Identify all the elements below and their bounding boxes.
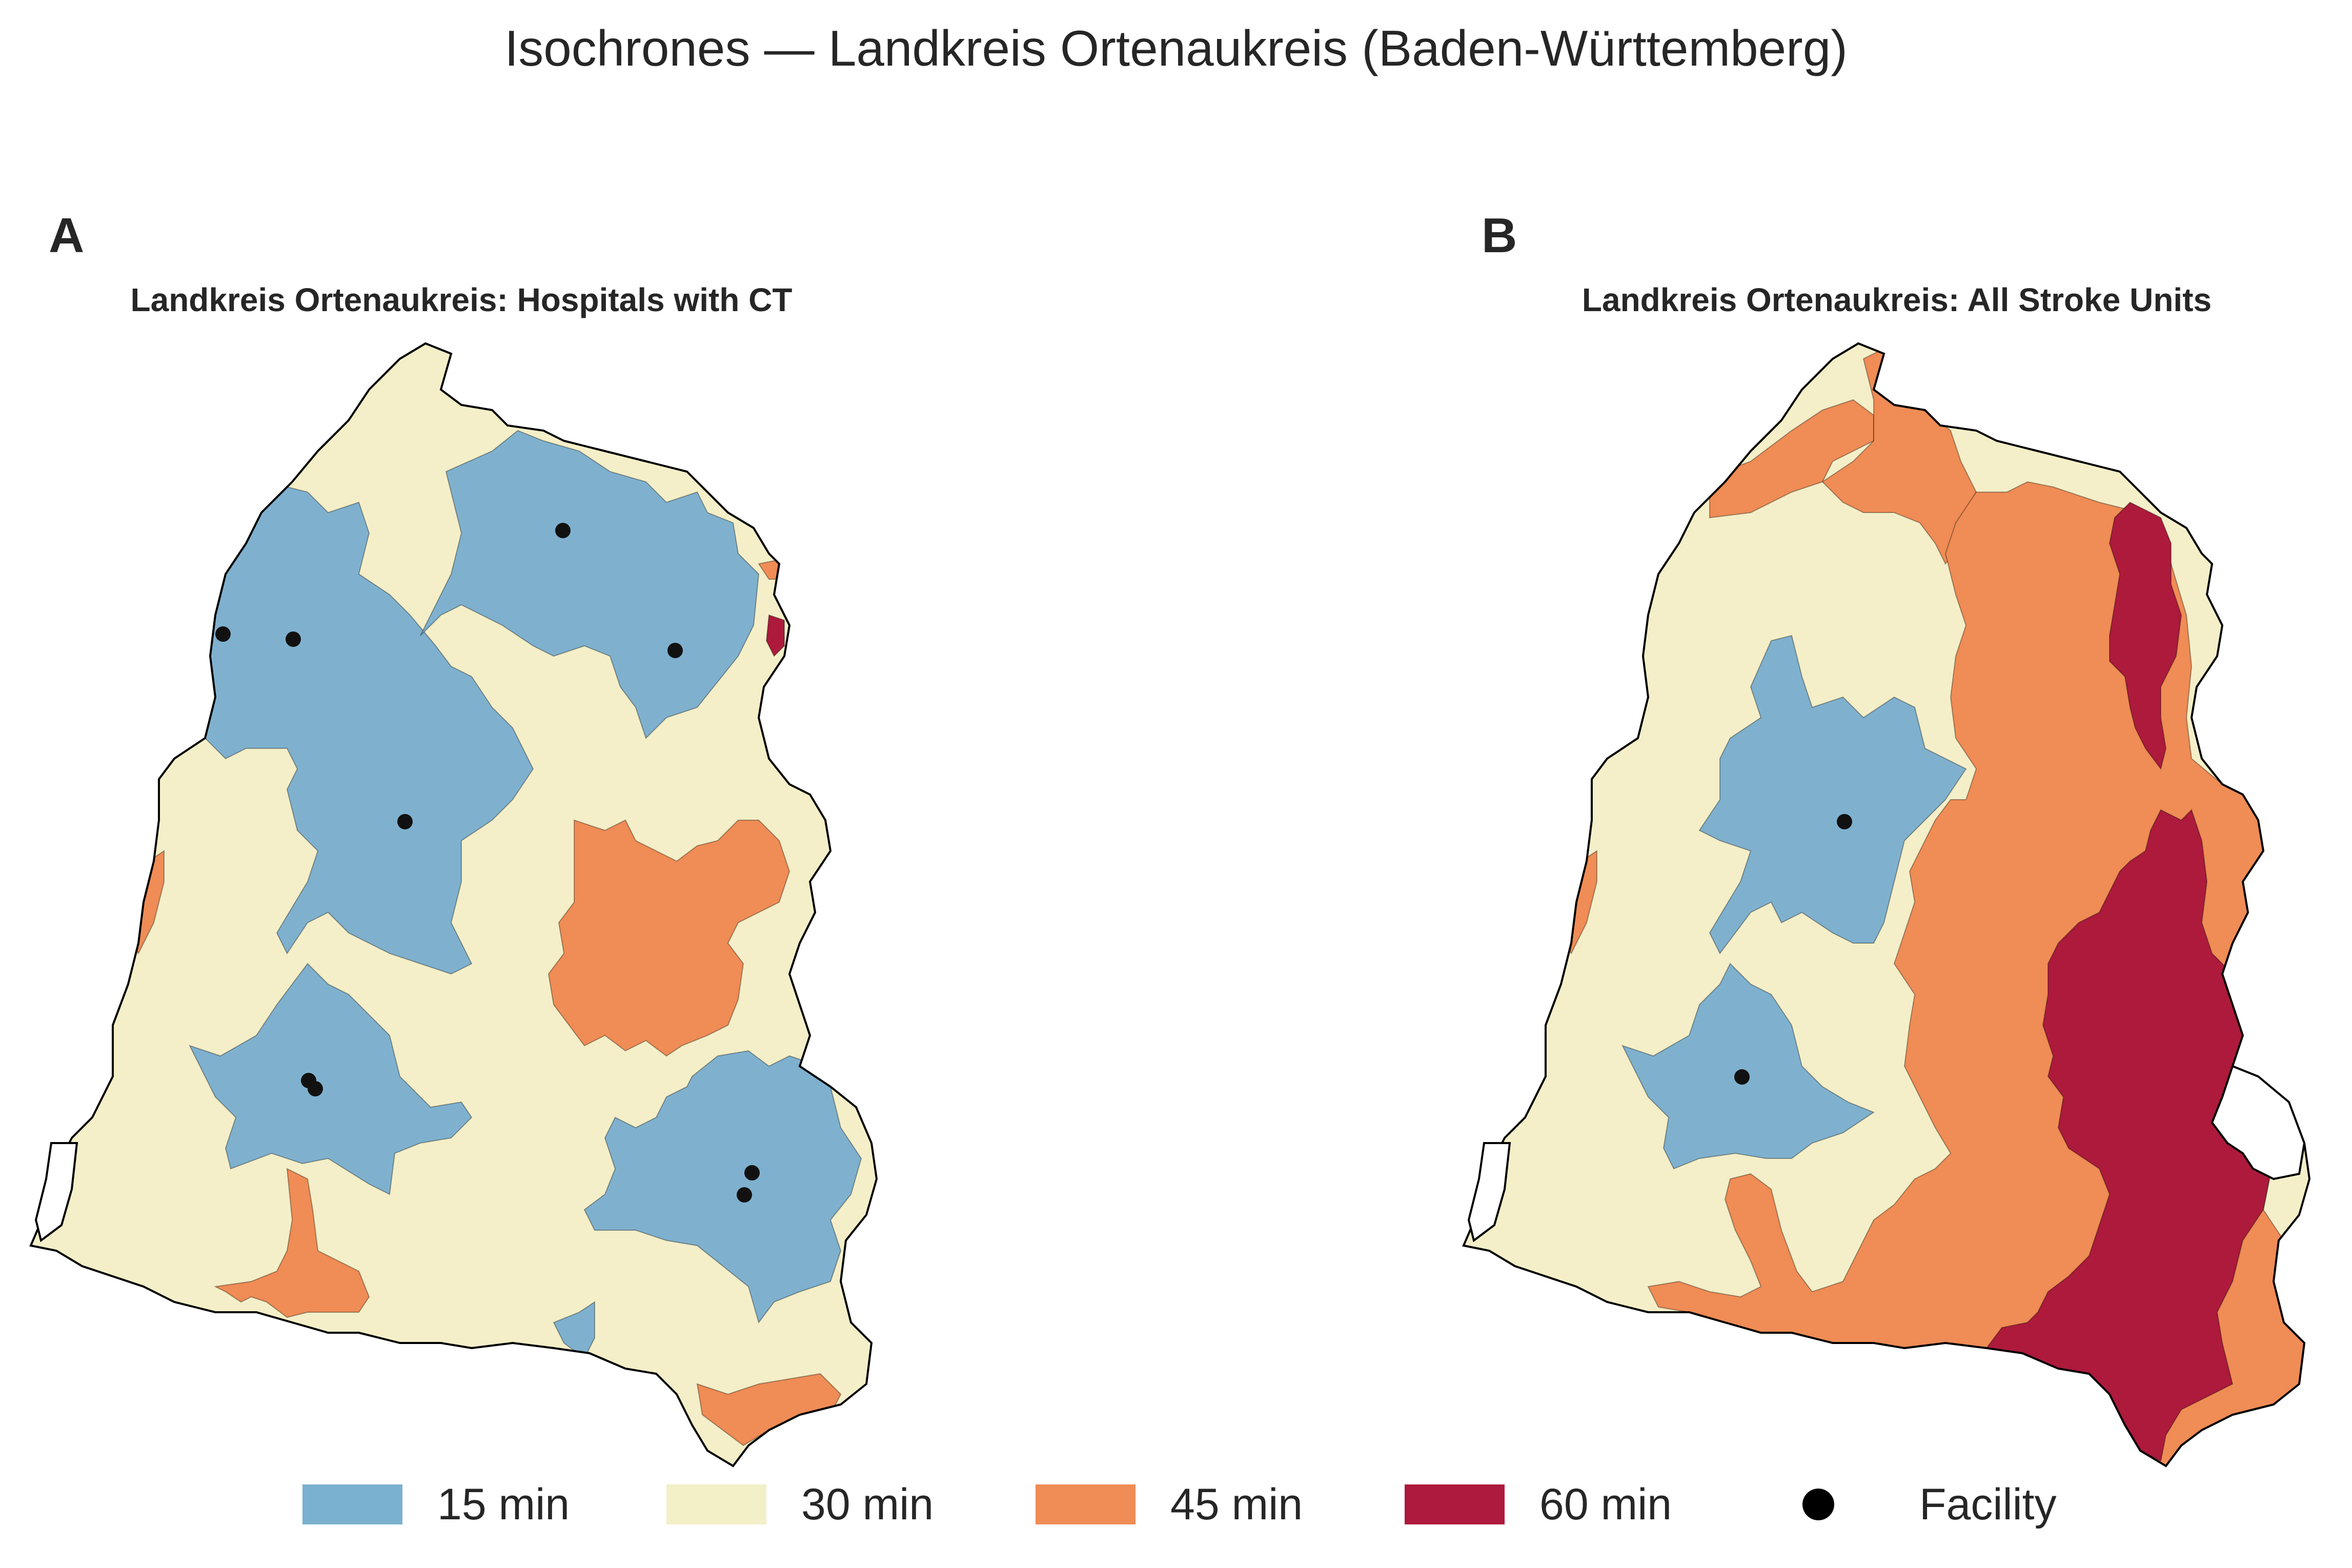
panel-a-zone-15-northwest — [204, 481, 534, 975]
legend-swatch-30 — [666, 1484, 766, 1524]
panel-b-zone-15-south — [1621, 963, 1875, 1170]
panel-a-zone-45-center — [548, 819, 790, 1057]
panel-a-zone-15-northeast — [420, 430, 760, 739]
panel-a-facility-marker — [308, 1081, 323, 1096]
panel-b-facility-marker — [1837, 814, 1852, 829]
panel-a-facility-marker — [397, 814, 413, 829]
panel-a-exclave-hole — [34, 1142, 78, 1243]
panel-a-zone-45-southwest — [213, 1168, 370, 1318]
legend-swatch-45 — [1036, 1484, 1136, 1524]
panel-b-zone-15-north — [1698, 635, 1967, 954]
panel-a-facility-marker — [667, 643, 683, 658]
panel-a-facility-marker — [555, 523, 571, 538]
panel-b-zone-45-northwest — [1709, 399, 1874, 519]
panel-a-title: Landkreis Ortenaukreis: Hospitals with C… — [130, 281, 793, 318]
legend-item-30: 30 min — [666, 1466, 934, 1543]
panel-a-zone-15-small — [553, 1301, 595, 1359]
panel-b-title: Landkreis Ortenaukreis: All Stroke Units — [1581, 281, 2212, 318]
map-panel-b — [1463, 342, 2310, 1467]
legend-item-45: 45 min — [1036, 1466, 1303, 1543]
panel-b-white-area — [2211, 1065, 2306, 1180]
panel-a-facility-markers — [215, 523, 760, 1203]
panel-a-zone-15-south — [189, 963, 473, 1195]
panel-a-letter: A — [49, 208, 85, 263]
legend-swatch-60 — [1405, 1484, 1505, 1524]
panel-a-facility-marker — [286, 632, 301, 647]
panel-a-facility-marker — [215, 626, 231, 642]
legend-label-15: 15 min — [437, 1479, 570, 1529]
panel-b-facility-markers — [1734, 814, 1852, 1085]
legend-swatch-15 — [302, 1484, 402, 1524]
panel-a-zone-15-southeast — [583, 1050, 862, 1324]
panel-a-facility-marker — [737, 1187, 752, 1203]
panel-b-zone-60-northeast — [2108, 501, 2182, 770]
panel-b-exclave-hole — [1467, 1142, 1511, 1243]
panel-a-facility-marker — [744, 1165, 760, 1180]
legend-label-45: 45 min — [1170, 1479, 1303, 1529]
legend-label-facility: Facility — [1919, 1479, 2057, 1529]
panel-b-letter: B — [1482, 208, 1517, 263]
legend-label-30: 30 min — [801, 1479, 934, 1529]
figure-title: Isochrones — Landkreis Ortenaukreis (Bad… — [504, 20, 1848, 76]
legend-item-facility: Facility — [1769, 1466, 2057, 1543]
panel-b-facility-marker — [1734, 1069, 1750, 1085]
panel-a-zone-60-northeast — [765, 614, 785, 657]
facility-marker-icon — [1802, 1489, 1834, 1520]
legend: 15 min 30 min 45 min 60 min Facility — [0, 1466, 2352, 1543]
map-panel-a — [30, 342, 878, 1467]
legend-item-60: 60 min — [1405, 1466, 1672, 1543]
legend-label-60: 60 min — [1539, 1479, 1672, 1529]
legend-item-15: 15 min — [302, 1466, 570, 1543]
